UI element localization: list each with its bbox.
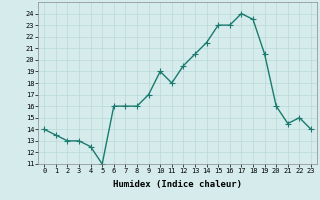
X-axis label: Humidex (Indice chaleur): Humidex (Indice chaleur): [113, 180, 242, 189]
